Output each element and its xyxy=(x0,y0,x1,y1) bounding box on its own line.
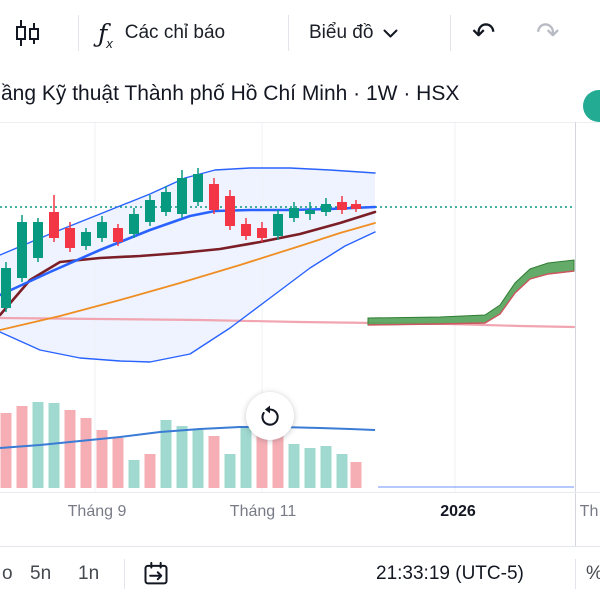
candle-body xyxy=(65,228,75,248)
bottombar-separator xyxy=(124,559,125,589)
volume-bar xyxy=(320,446,332,488)
volume-bar xyxy=(144,454,156,488)
volume-bar xyxy=(272,432,284,488)
toolbar-separator xyxy=(288,15,289,51)
volume-bar xyxy=(224,454,236,488)
axis-tick-label: Th xyxy=(579,503,599,520)
redo-button[interactable]: ↷ xyxy=(536,0,559,66)
bottombar-separator xyxy=(575,559,576,589)
bb-lower xyxy=(0,231,376,363)
volume-bar xyxy=(80,418,92,488)
top-toolbar: ƒx Các chỉ báo Biểu đồ ↶ ↷ xyxy=(0,0,600,67)
indicators-label: Các chỉ báo xyxy=(124,22,226,43)
interval-button-partial[interactable]: o xyxy=(2,563,13,584)
axis-tick-label: Tháng 9 xyxy=(67,503,127,520)
candle-body xyxy=(305,210,315,214)
candle-body xyxy=(273,214,283,236)
volume-bar xyxy=(64,410,76,488)
volume-bar xyxy=(304,448,316,488)
volume-ma-line xyxy=(0,426,376,449)
reload-chart-button[interactable] xyxy=(246,392,294,440)
volume-bar xyxy=(112,438,124,488)
candle-body xyxy=(289,208,299,218)
candle-body xyxy=(17,222,27,278)
ema-orange xyxy=(0,222,376,331)
bottom-toolbar: o 5n 1n 21:33:19 (UTC-5) % xyxy=(0,546,600,600)
redo-icon: ↷ xyxy=(536,17,560,48)
volume-bar xyxy=(336,454,348,488)
percent-scale-button[interactable]: % xyxy=(586,547,600,600)
indicators-button[interactable]: ƒx Các chỉ báo xyxy=(98,0,225,66)
symbol-title[interactable]: ầng Kỹ thuật Thành phố Hồ Chí Minh · 1W … xyxy=(1,82,460,105)
refresh-icon xyxy=(261,405,279,426)
ma-pink xyxy=(0,316,576,329)
go-to-date-button[interactable] xyxy=(142,560,170,588)
undo-button[interactable]: ↶ xyxy=(472,0,495,66)
volume-bar xyxy=(160,420,172,488)
volume-bar xyxy=(128,460,140,488)
volume-bar xyxy=(0,413,12,488)
candle-body xyxy=(49,212,59,238)
candle-body xyxy=(351,204,361,209)
volume-bar xyxy=(208,436,220,488)
candle-body xyxy=(113,228,123,242)
volume-bar xyxy=(192,430,204,488)
candle-body xyxy=(321,204,331,212)
volume-bar xyxy=(350,462,362,488)
candle-body xyxy=(225,196,235,226)
candle-body xyxy=(81,232,91,246)
candle-body xyxy=(97,222,107,238)
volume-bar xyxy=(48,403,60,488)
forecast-ribbon xyxy=(367,259,575,326)
candle-body xyxy=(209,184,219,210)
undo-icon: ↶ xyxy=(472,17,496,48)
volume-bar xyxy=(288,444,300,488)
session-clock[interactable]: 21:33:19 (UTC-5) xyxy=(376,563,524,584)
chart-type-dropdown[interactable]: Biểu đồ xyxy=(309,0,398,66)
volume-bar xyxy=(256,430,268,488)
candle-body xyxy=(257,228,267,238)
calendar-goto-icon xyxy=(144,561,168,585)
candlestick-style-icon xyxy=(16,20,39,46)
candle-body xyxy=(193,174,203,202)
chevron-down-icon xyxy=(383,29,398,37)
symbol-header: ầng Kỹ thuật Thành phố Hồ Chí Minh · 1W … xyxy=(0,66,600,123)
volume-bar xyxy=(176,426,188,488)
candle-body xyxy=(177,178,187,214)
toolbar-separator xyxy=(450,15,451,51)
chart-type-label: Biểu đồ xyxy=(309,22,374,43)
toolbar-separator xyxy=(78,15,79,51)
price-axis-border xyxy=(575,122,576,600)
candle-body xyxy=(33,222,43,258)
axis-tick-label: 2026 xyxy=(440,503,476,520)
candle-body xyxy=(129,214,139,234)
volume-bar xyxy=(96,430,108,488)
candle-body xyxy=(145,200,155,222)
chart-style-button[interactable] xyxy=(10,0,44,66)
candle-body xyxy=(241,224,251,236)
time-axis[interactable]: Tháng 9 Tháng 11 2026 Th xyxy=(0,492,600,537)
interval-button-1d[interactable]: 1n xyxy=(78,563,100,584)
fx-icon: ƒx xyxy=(98,18,113,51)
status-dot[interactable] xyxy=(583,90,600,122)
wma-maroon xyxy=(0,210,377,317)
candle-body xyxy=(1,268,11,308)
interval-button-5d[interactable]: 5n xyxy=(30,563,52,584)
chart-canvas[interactable] xyxy=(0,122,600,492)
candle-body xyxy=(161,192,171,212)
candle-body xyxy=(337,202,347,210)
axis-tick-label: Tháng 11 xyxy=(229,503,297,520)
forecast-ribbon-underside xyxy=(367,270,575,326)
volume-bar xyxy=(240,426,252,488)
